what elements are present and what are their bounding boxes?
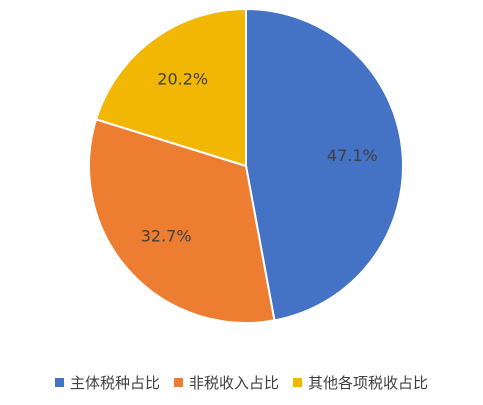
pie-slice-other-tax <box>94 7 247 168</box>
legend-label-main-tax: 主体税种占比 <box>69 374 160 392</box>
pie-label-main-tax: 47.1% <box>327 146 378 165</box>
legend-label-other-tax: 其他各项税收占比 <box>308 374 429 392</box>
pie-slice-non-tax <box>88 118 276 324</box>
pie-label-other-tax: 20.2% <box>157 70 208 89</box>
legend-label-non-tax: 非税收入占比 <box>188 374 279 392</box>
legend-item-non-tax: 非税收入占比 <box>173 372 279 393</box>
legend-swatch-main-tax <box>54 378 64 387</box>
legend: 主体税种占比 非税收入占比 其他各项税收占比 <box>0 372 483 393</box>
pie-label-non-tax: 32.7% <box>141 226 192 245</box>
pie-slice-main-tax <box>245 7 404 322</box>
pie-chart-canvas: 47.1% 32.7% 20.2% <box>88 7 404 324</box>
legend-swatch-other-tax <box>293 378 302 387</box>
legend-item-other-tax: 其他各项税收占比 <box>293 372 428 393</box>
legend-item-main-tax: 主体税种占比 <box>54 372 160 393</box>
legend-swatch-non-tax <box>173 378 183 387</box>
